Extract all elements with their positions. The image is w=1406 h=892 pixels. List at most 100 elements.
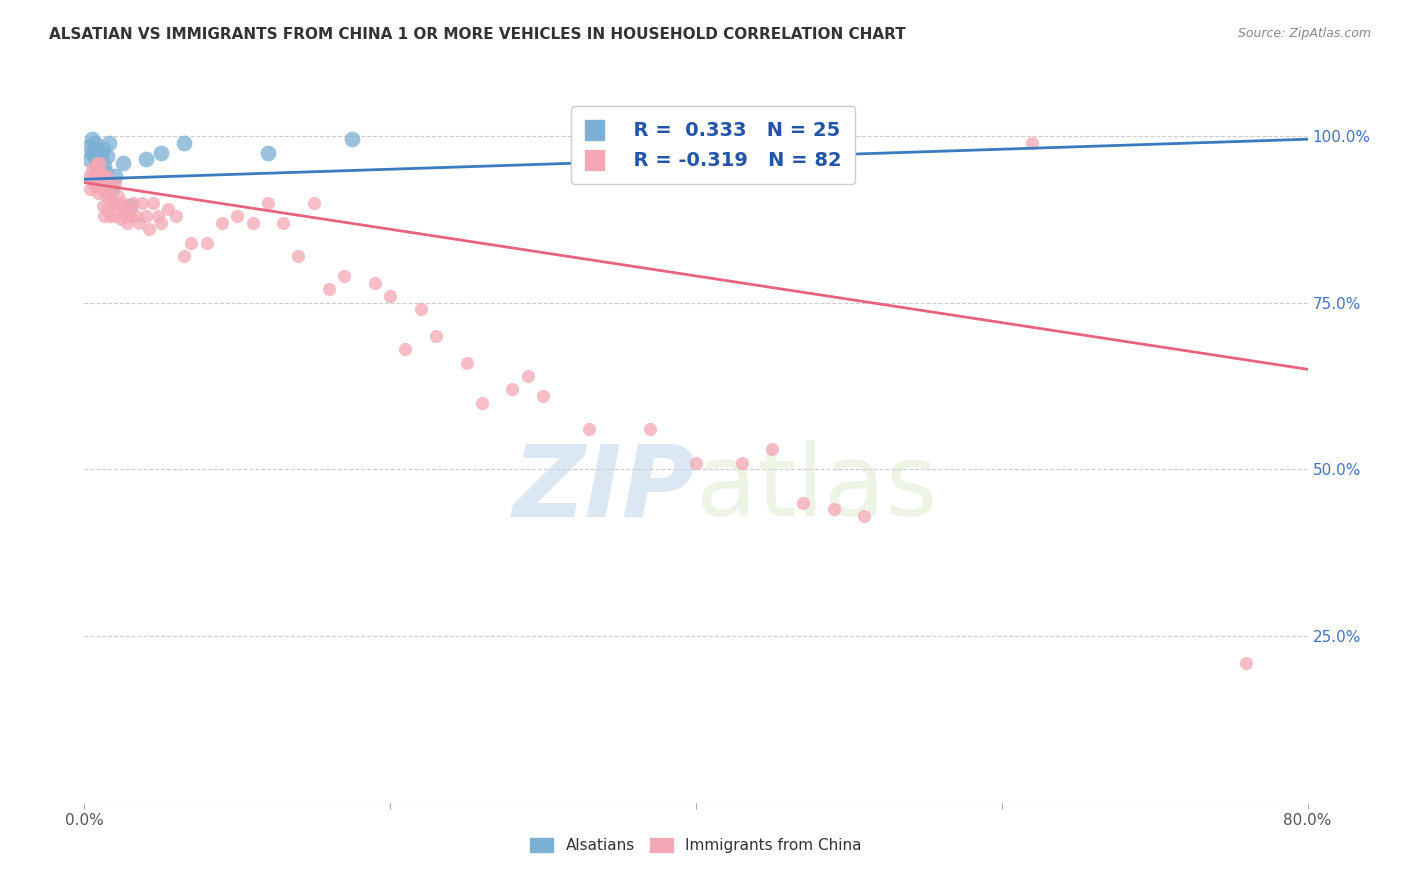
Point <box>578 422 600 436</box>
Point <box>79 139 101 153</box>
Point <box>125 209 148 223</box>
Point <box>761 442 783 457</box>
Point <box>318 282 340 296</box>
Point <box>226 209 249 223</box>
Point <box>142 195 165 210</box>
Point <box>333 268 356 283</box>
Point <box>118 202 141 217</box>
Point <box>91 169 114 183</box>
Point <box>128 216 150 230</box>
Point <box>77 169 100 183</box>
Point <box>173 249 195 263</box>
Point <box>409 302 432 317</box>
Point <box>731 456 754 470</box>
Point <box>122 195 145 210</box>
Point <box>93 182 115 196</box>
Point <box>135 153 157 167</box>
Point <box>638 422 661 436</box>
Point <box>87 162 110 177</box>
Point <box>101 182 124 196</box>
Point <box>84 178 107 193</box>
Point <box>80 172 103 186</box>
Point <box>104 169 127 183</box>
Point <box>195 235 218 250</box>
Point <box>90 165 112 179</box>
Point <box>93 209 115 223</box>
Point <box>91 142 114 156</box>
Point <box>271 216 294 230</box>
Point <box>103 195 125 210</box>
Point <box>86 155 108 169</box>
Point <box>853 509 876 524</box>
Point <box>90 182 112 196</box>
Point <box>96 169 118 183</box>
Point <box>502 382 524 396</box>
Point <box>180 235 202 250</box>
Point <box>1236 656 1258 670</box>
Point <box>111 155 134 169</box>
Point <box>97 136 120 150</box>
Point <box>531 389 554 403</box>
Point <box>173 136 195 150</box>
Point <box>80 132 103 146</box>
Point <box>364 276 387 290</box>
Point <box>792 496 814 510</box>
Point <box>149 145 172 160</box>
Point <box>86 169 108 183</box>
Point <box>120 209 142 223</box>
Point <box>89 155 111 169</box>
Point <box>287 249 309 263</box>
Point <box>80 162 103 177</box>
Point <box>112 202 135 217</box>
Point <box>94 165 117 179</box>
Point <box>685 456 707 470</box>
Text: ALSATIAN VS IMMIGRANTS FROM CHINA 1 OR MORE VEHICLES IN HOUSEHOLD CORRELATION CH: ALSATIAN VS IMMIGRANTS FROM CHINA 1 OR M… <box>49 27 905 42</box>
Point <box>80 145 103 160</box>
Point <box>211 216 233 230</box>
Legend: Alsatians, Immigrants from China: Alsatians, Immigrants from China <box>524 832 868 859</box>
Point <box>83 176 105 190</box>
Point <box>101 182 124 196</box>
Point <box>257 195 280 210</box>
Point <box>83 142 105 156</box>
Point <box>131 195 153 210</box>
Point <box>93 159 115 173</box>
Point <box>135 209 157 223</box>
Point <box>89 155 111 169</box>
Point <box>84 149 107 163</box>
Point <box>89 176 111 190</box>
Point <box>87 186 110 200</box>
Text: atlas: atlas <box>696 441 938 537</box>
Point <box>823 502 845 516</box>
Point <box>340 132 363 146</box>
Point <box>120 199 142 213</box>
Point <box>96 202 118 217</box>
Text: Source: ZipAtlas.com: Source: ZipAtlas.com <box>1237 27 1371 40</box>
Point <box>257 145 280 160</box>
Point <box>84 136 107 150</box>
Point <box>108 199 131 213</box>
Point <box>94 189 117 203</box>
Text: ZIP: ZIP <box>513 441 696 537</box>
Point <box>87 145 110 160</box>
Point <box>86 155 108 169</box>
Point <box>90 149 112 163</box>
Point <box>105 195 128 210</box>
Point <box>146 209 169 223</box>
Point <box>96 149 118 163</box>
Point <box>115 216 138 230</box>
Point <box>104 176 127 190</box>
Point <box>394 343 416 357</box>
Point <box>1021 136 1043 150</box>
Point <box>242 216 264 230</box>
Point <box>516 368 538 383</box>
Point <box>110 212 132 227</box>
Point <box>111 195 134 210</box>
Point <box>471 395 494 409</box>
Point <box>149 216 172 230</box>
Point <box>456 356 478 370</box>
Point <box>114 209 136 223</box>
Point <box>107 189 129 203</box>
Point <box>157 202 180 217</box>
Point <box>97 189 120 203</box>
